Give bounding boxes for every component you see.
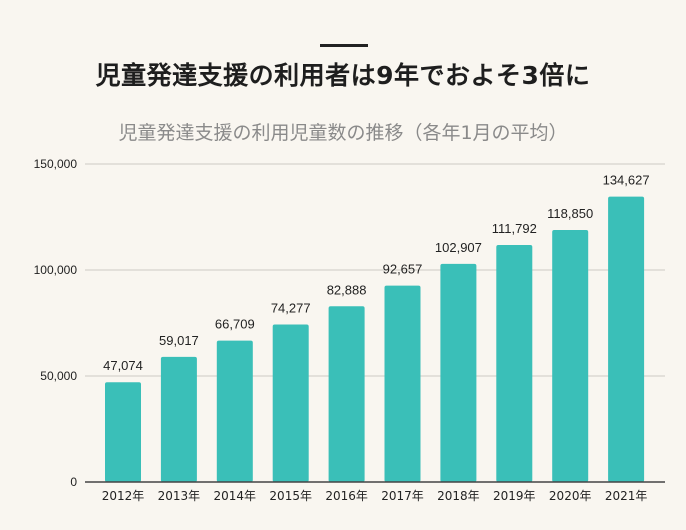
data-label: 47,074 <box>103 358 143 373</box>
bar <box>328 306 365 482</box>
data-label: 118,850 <box>547 206 593 221</box>
chart-title: 児童発達支援の利用児童数の推移（各年1月の平均） <box>118 122 568 144</box>
y-axis-ticks: 0 50,000 100,000 150,000 <box>34 157 78 489</box>
bars <box>105 196 645 482</box>
bar <box>552 230 589 482</box>
bar <box>384 285 421 482</box>
bar <box>272 324 309 482</box>
x-tick-label: 2016年 <box>325 489 368 503</box>
x-tick-label: 2021年 <box>605 489 648 503</box>
x-tick-label: 2015年 <box>269 489 312 503</box>
x-tick-label: 2013年 <box>158 489 201 503</box>
bar <box>496 245 533 482</box>
bar <box>216 340 253 482</box>
y-tick-label: 100,000 <box>34 263 78 277</box>
data-label: 66,709 <box>215 317 255 332</box>
x-tick-label: 2019年 <box>493 489 536 503</box>
data-label: 74,277 <box>271 301 311 316</box>
data-labels: 47,074 59,017 66,709 74,277 82,888 92,657 102,… <box>103 173 649 374</box>
bar <box>160 356 197 482</box>
data-label: 59,017 <box>159 333 199 348</box>
x-tick-label: 2017年 <box>381 489 424 503</box>
bar <box>440 263 477 482</box>
y-tick-label: 150,000 <box>34 157 78 171</box>
page-title: 児童発達支援の利用者は9年でおよそ3倍に <box>95 61 591 90</box>
bar <box>105 382 141 482</box>
data-label: 92,657 <box>383 262 423 277</box>
data-label: 82,888 <box>327 282 367 297</box>
x-axis-ticks: 2012年 2013年 2014年 2015年 2016年 2017年 2018年 2019年… <box>102 489 648 503</box>
title-decoration-rule <box>320 44 368 47</box>
y-tick-label: 0 <box>70 475 77 489</box>
x-tick-label: 2018年 <box>437 489 480 503</box>
x-tick-label: 2020年 <box>549 489 592 503</box>
data-label: 111,792 <box>492 221 537 236</box>
data-label: 134,627 <box>603 173 650 188</box>
bar <box>608 196 645 482</box>
data-label: 102,907 <box>435 240 482 255</box>
x-tick-label: 2012年 <box>102 489 145 503</box>
y-tick-label: 50,000 <box>40 369 77 383</box>
x-tick-label: 2014年 <box>214 489 257 503</box>
